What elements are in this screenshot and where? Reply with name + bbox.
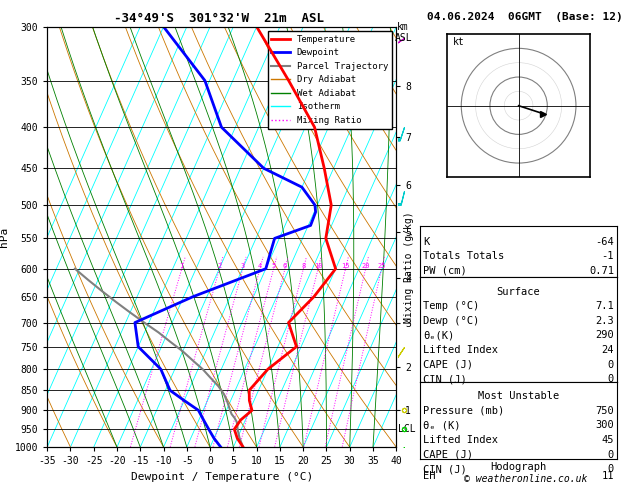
- Text: 300: 300: [595, 420, 614, 431]
- Text: -64: -64: [595, 237, 614, 247]
- Text: Most Unstable: Most Unstable: [478, 391, 559, 401]
- Text: 04.06.2024  06GMT  (Base: 12): 04.06.2024 06GMT (Base: 12): [427, 12, 623, 22]
- Text: θₑ (K): θₑ (K): [423, 420, 461, 431]
- Text: -1: -1: [601, 251, 614, 261]
- Text: Totals Totals: Totals Totals: [423, 251, 504, 261]
- Text: 2: 2: [218, 263, 221, 269]
- Text: 15: 15: [342, 263, 350, 269]
- Text: 0: 0: [608, 450, 614, 460]
- Text: 5: 5: [272, 263, 276, 269]
- Text: 8: 8: [301, 263, 306, 269]
- Text: 1: 1: [180, 263, 184, 269]
- Legend: Temperature, Dewpoint, Parcel Trajectory, Dry Adiabat, Wet Adiabat, Isotherm, Mi: Temperature, Dewpoint, Parcel Trajectory…: [268, 31, 392, 129]
- Text: Dewp (°C): Dewp (°C): [423, 316, 479, 326]
- Text: 10: 10: [314, 263, 322, 269]
- Text: 11: 11: [601, 471, 614, 482]
- Text: PW (cm): PW (cm): [423, 266, 467, 276]
- Text: 45: 45: [601, 435, 614, 445]
- Text: 290: 290: [595, 330, 614, 341]
- Text: CIN (J): CIN (J): [423, 464, 467, 474]
- Text: 750: 750: [595, 406, 614, 416]
- Text: CIN (J): CIN (J): [423, 374, 467, 384]
- Y-axis label: hPa: hPa: [0, 227, 9, 247]
- Text: © weatheronline.co.uk: © weatheronline.co.uk: [464, 473, 587, 484]
- Text: 4: 4: [258, 263, 262, 269]
- Text: Lifted Index: Lifted Index: [423, 345, 498, 355]
- Text: LCL: LCL: [398, 424, 415, 434]
- Text: Lifted Index: Lifted Index: [423, 435, 498, 445]
- Text: K: K: [423, 237, 430, 247]
- Text: 3: 3: [241, 263, 245, 269]
- Text: -34°49'S  301°32'W  21m  ASL: -34°49'S 301°32'W 21m ASL: [114, 12, 323, 25]
- Text: CAPE (J): CAPE (J): [423, 360, 473, 370]
- Text: kt: kt: [453, 37, 464, 48]
- Text: 0: 0: [608, 374, 614, 384]
- Text: CAPE (J): CAPE (J): [423, 450, 473, 460]
- Text: Pressure (mb): Pressure (mb): [423, 406, 504, 416]
- X-axis label: Dewpoint / Temperature (°C): Dewpoint / Temperature (°C): [131, 472, 313, 482]
- Text: Temp (°C): Temp (°C): [423, 301, 479, 312]
- Text: EH: EH: [423, 471, 436, 482]
- Text: θₑ(K): θₑ(K): [423, 330, 455, 341]
- Text: 6: 6: [283, 263, 287, 269]
- Text: 0: 0: [608, 360, 614, 370]
- Text: Mixing Ratio (g/kg): Mixing Ratio (g/kg): [404, 211, 414, 323]
- Text: 25: 25: [377, 263, 386, 269]
- Text: 2.3: 2.3: [595, 316, 614, 326]
- Text: 24: 24: [601, 345, 614, 355]
- Text: Hodograph: Hodograph: [491, 462, 547, 472]
- Text: Surface: Surface: [497, 287, 540, 297]
- Text: 7.1: 7.1: [595, 301, 614, 312]
- Text: km
ASL: km ASL: [394, 22, 412, 43]
- Text: 20: 20: [362, 263, 370, 269]
- Text: 0.71: 0.71: [589, 266, 614, 276]
- Text: 0: 0: [608, 464, 614, 474]
